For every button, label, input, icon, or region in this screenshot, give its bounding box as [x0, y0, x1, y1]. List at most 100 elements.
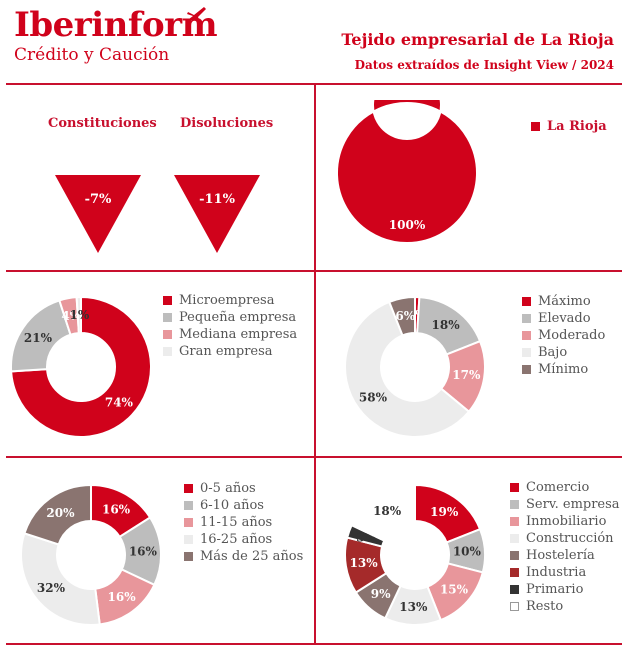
legend-swatch — [522, 365, 531, 374]
donut-slice-antiguedad-3 — [20, 532, 101, 626]
legend-item-riesgo-2: Moderado — [522, 327, 605, 344]
kpi-value-constituciones: -7% — [85, 192, 112, 207]
donut-slice-tamano-0 — [10, 295, 152, 438]
legend-item-riesgo-3: Bajo — [522, 344, 605, 361]
page-subtitle: Datos extraídos de Insight View / 2024 — [354, 58, 614, 72]
legend-item-antiguedad-1: 6-10 años — [184, 497, 303, 514]
legend-label: Bajo — [538, 345, 568, 360]
data-label-antiguedad-3: 32% — [37, 581, 66, 595]
legend-swatch — [510, 551, 519, 560]
legend-tamano: Microempresa Pequeña empresa Mediana empre… — [163, 292, 297, 360]
legend-swatch — [184, 552, 193, 561]
legend-item-tamano-2: Mediana empresa — [163, 326, 297, 343]
legend-label: Mínimo — [538, 362, 589, 377]
donut-chart-sector: 19%10%15%13%9%13%3%18% — [344, 483, 486, 626]
page-title: Tejido empresarial de La Rioja — [341, 30, 614, 49]
legend-label: Serv. empresa — [526, 497, 620, 512]
legend-item-region-0: La Rioja — [531, 118, 607, 135]
legend-item-antiguedad-0: 0-5 años — [184, 480, 303, 497]
legend-label: Inmobiliario — [526, 514, 607, 529]
data-label-sector-2: 15% — [440, 582, 469, 596]
donut-slice-antiguedad-4 — [23, 483, 92, 546]
data-label-riesgo-3: 58% — [359, 391, 388, 405]
legend-label: Comercio — [526, 480, 590, 495]
legend-swatch — [184, 535, 193, 544]
data-label-sector-5: 13% — [350, 556, 379, 570]
legend-label: La Rioja — [547, 119, 607, 134]
legend-item-sector-0: Comercio — [510, 479, 620, 496]
legend-label: 16-25 años — [200, 532, 273, 547]
brand-name: Iberinform — [14, 5, 218, 45]
kpi-value-disoluciones: -11% — [199, 192, 235, 207]
legend-item-antiguedad-3: 16-25 años — [184, 531, 303, 548]
legend-item-tamano-1: Pequeña empresa — [163, 309, 297, 326]
donut-chart-region: 100% — [336, 100, 478, 244]
legend-item-riesgo-1: Elevado — [522, 310, 605, 327]
legend-label: Elevado — [538, 311, 591, 326]
data-label-tamano-1: 21% — [24, 331, 53, 345]
donut-chart-antiguedad: 16% 16% 16% 32% 20% — [20, 483, 162, 626]
donut-slice-tamano-3 — [75, 295, 82, 335]
data-label-sector-0: 19% — [430, 505, 459, 519]
legend-swatch — [184, 484, 193, 493]
donut-slice-region-0 — [336, 100, 478, 244]
donut-slice-riesgo-4 — [387, 295, 416, 337]
legend-swatch — [510, 568, 519, 577]
data-label-antiguedad-1: 16% — [129, 545, 158, 559]
legend-label: 0-5 años — [200, 481, 256, 496]
legend-swatch — [184, 501, 193, 510]
legend-swatch — [522, 348, 531, 357]
down-triangle-icon — [55, 175, 141, 253]
legend-swatch — [510, 517, 519, 526]
legend-sector: Comercio Serv. empresa Inmobiliario Constru… — [510, 479, 620, 615]
legend-item-sector-1: Serv. empresa — [510, 496, 620, 513]
donut-slice-sector-7 — [350, 483, 416, 542]
legend-item-sector-5: Industria — [510, 564, 620, 581]
legend-riesgo: Máximo Elevado Moderado Bajo Mínimo — [522, 293, 605, 378]
divider-vertical — [314, 83, 316, 645]
legend-label: Más de 25 años — [200, 549, 304, 564]
legend-item-tamano-3: Gran empresa — [163, 343, 297, 360]
legend-label: Moderado — [538, 328, 606, 343]
legend-region: La Rioja — [531, 118, 607, 135]
data-label-tamano-3: 1% — [69, 308, 89, 322]
legend-swatch — [522, 331, 531, 340]
legend-item-antiguedad-4: Más de 25 años — [184, 548, 303, 565]
legend-label: Primario — [526, 582, 584, 597]
legend-swatch — [522, 314, 531, 323]
data-label-region-0: 100% — [389, 218, 426, 232]
legend-swatch — [510, 602, 519, 611]
legend-item-antiguedad-2: 11-15 años — [184, 514, 303, 531]
legend-label: Resto — [526, 599, 564, 614]
legend-antiguedad: 0-5 años 6-10 años 11-15 años 16-25 años Más… — [184, 480, 303, 565]
legend-label: 6-10 años — [200, 498, 264, 513]
legend-item-sector-7: Resto — [510, 598, 620, 615]
legend-swatch — [510, 483, 519, 492]
legend-swatch — [510, 534, 519, 543]
kpi-label-disoluciones: Disoluciones — [180, 116, 274, 131]
legend-swatch — [531, 122, 540, 131]
legend-label: Construcción — [526, 531, 614, 546]
brand-logo: Iberinform Crédito y Caución — [14, 5, 218, 65]
plane-icon — [187, 7, 206, 25]
legend-item-tamano-0: Microempresa — [163, 292, 297, 309]
data-label-antiguedad-2: 16% — [108, 590, 137, 604]
legend-label: Industria — [526, 565, 587, 580]
kpi-triangle-disoluciones: -11% — [174, 175, 260, 253]
legend-swatch — [522, 297, 531, 306]
data-label-sector-3: 13% — [399, 600, 428, 614]
data-label-antiguedad-4: 20% — [46, 506, 75, 520]
legend-swatch — [510, 500, 519, 509]
brand-subtitle: Crédito y Caución — [14, 45, 170, 65]
data-label-antiguedad-0: 16% — [102, 502, 131, 516]
legend-label: Gran empresa — [179, 344, 273, 359]
legend-label: 11-15 años — [200, 515, 273, 530]
data-label-riesgo-1: 18% — [432, 318, 461, 332]
legend-item-sector-4: Hostelería — [510, 547, 620, 564]
kpi-triangle-constituciones: -7% — [55, 175, 141, 253]
data-label-sector-7: 18% — [373, 504, 402, 518]
data-label-riesgo-4: 6% — [395, 309, 415, 323]
legend-swatch — [184, 518, 193, 527]
legend-swatch — [163, 296, 172, 305]
data-label-sector-1: 10% — [453, 545, 482, 559]
